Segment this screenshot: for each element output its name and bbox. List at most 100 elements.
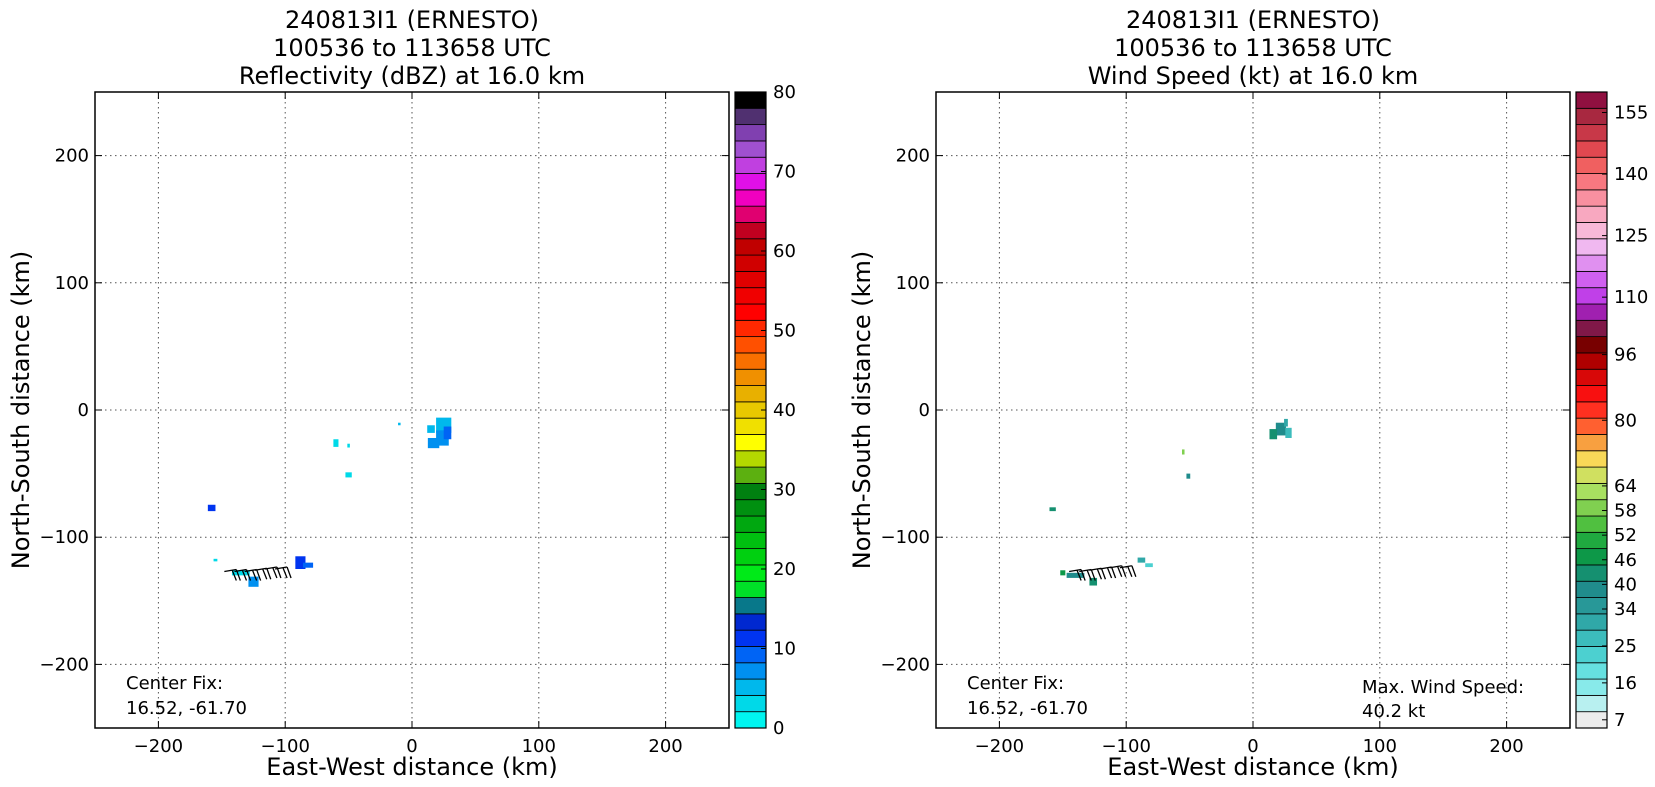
colorbar-segment [734, 466, 767, 484]
colorbar-segment [734, 238, 767, 256]
colorbar-segment [1575, 254, 1608, 272]
x-tick-label: −100 [260, 736, 309, 757]
wind-barb-flag [1090, 569, 1096, 581]
colorbar-segment [734, 173, 767, 191]
data-cell [347, 443, 350, 448]
colorbar-segment [1575, 140, 1608, 158]
y-tick-label: −200 [881, 654, 930, 675]
left-x-axis-label: East-West distance (km) [266, 753, 557, 781]
colorbar-segment [1575, 222, 1608, 240]
colorbar-tick-label: 34 [1614, 599, 1637, 620]
wind-barb-shaft [264, 566, 278, 570]
colorbar-segment [734, 482, 767, 501]
left-colorbar-ticks: 0 10 20 30 40 50 60 70 80 [761, 82, 796, 739]
colorbar-tick-label: 80 [1614, 410, 1637, 431]
left-center-fix-label: Center Fix: [126, 673, 223, 694]
colorbar-segment [734, 434, 767, 452]
right-wind-cells [1049, 418, 1292, 586]
colorbar-tick-label: 80 [773, 82, 796, 103]
right-grid [936, 92, 1570, 728]
right-colorbar [1575, 91, 1608, 729]
wind-barb-flag [1100, 568, 1107, 580]
colorbar-segment [734, 531, 767, 550]
colorbar-segment [734, 140, 767, 158]
colorbar-tick-label: 10 [773, 639, 796, 660]
left-title-line-3: Reflectivity (dBZ) at 16.0 km [239, 62, 585, 90]
colorbar-tick-label: 0 [773, 718, 784, 739]
wind-barb-flag [272, 567, 278, 579]
right-y-ticks: −200 −100 0 100 200 [881, 146, 1570, 675]
colorbar-segment [1575, 107, 1608, 126]
y-tick-label: −200 [40, 654, 89, 675]
colorbar-segment [734, 270, 767, 289]
colorbar-segment [734, 564, 767, 582]
right-y-axis-label: North-South distance (km) [848, 251, 876, 570]
colorbar-segment [734, 303, 767, 321]
colorbar-segment [1575, 319, 1608, 338]
left-reflectivity-cells [207, 417, 452, 587]
wind-barb-flag [1127, 566, 1133, 577]
colorbar-segment [1575, 156, 1608, 174]
colorbar-segment [734, 694, 767, 713]
colorbar-segment [1575, 303, 1608, 321]
colorbar-tick-label: 30 [773, 480, 796, 501]
data-cell [207, 504, 216, 512]
wind-barb-shaft [234, 568, 247, 573]
colorbar-segment [734, 678, 767, 696]
right-panel: 240813I1 (ERNESTO) 100536 to 113658 UTC … [848, 6, 1648, 781]
colorbar-tick-label: 70 [773, 162, 796, 183]
wind-barb-shaft [1109, 565, 1122, 569]
colorbar-segment [1575, 564, 1608, 582]
left-wind-barbs [224, 566, 292, 581]
colorbar-tick-label: 7 [1614, 710, 1625, 731]
wind-barb-flag [241, 570, 248, 581]
wind-barb-flag [1076, 570, 1082, 581]
colorbar-tick-label: 40 [773, 400, 796, 421]
colorbar-segment [734, 499, 767, 517]
x-tick-label: 200 [1489, 736, 1523, 757]
left-y-axis-label: North-South distance (km) [7, 251, 35, 570]
x-tick-label: 100 [1363, 736, 1397, 757]
right-wind-barbs [1069, 565, 1137, 581]
wind-barb-flag [252, 570, 258, 581]
y-tick-label: −100 [881, 527, 930, 548]
colorbar-tick-label: 64 [1614, 476, 1637, 497]
colorbar-segment [1575, 385, 1608, 403]
x-tick-label: −200 [975, 736, 1024, 757]
colorbar-tick-label: 155 [1614, 103, 1648, 124]
left-grid [95, 92, 729, 728]
colorbar-segment [734, 580, 767, 598]
colorbar-tick-label: 140 [1614, 164, 1648, 185]
right-center-fix-label: Center Fix: [967, 673, 1064, 694]
data-cell [1066, 572, 1085, 578]
right-colorbar-ticks: 7 16 25 34 40 46 52 58 64 80 96 110 125 140 155 [1602, 103, 1648, 731]
colorbar-segment [734, 124, 767, 142]
colorbar-segment [734, 597, 767, 615]
colorbar-segment [1575, 548, 1608, 566]
colorbar-segment [1575, 173, 1608, 191]
colorbar-segment [734, 107, 767, 126]
colorbar-tick-label: 50 [773, 321, 796, 342]
wind-barb-flag [262, 569, 268, 580]
colorbar-segment [1575, 238, 1608, 256]
data-cell [1275, 422, 1286, 436]
colorbar-segment [1575, 694, 1608, 713]
colorbar-segment [734, 336, 767, 354]
colorbar-segment [734, 352, 767, 370]
wind-barb-shaft [1099, 566, 1112, 570]
left-panel: 240813I1 (ERNESTO) 100536 to 113658 UTC … [7, 6, 796, 781]
wind-barb-flag [1086, 570, 1092, 581]
colorbar-segment [1575, 287, 1608, 305]
colorbar-tick-label: 96 [1614, 345, 1637, 366]
wind-barb-flag [266, 568, 272, 580]
data-cell [1049, 507, 1056, 512]
colorbar-segment [1575, 189, 1608, 207]
wind-barb-shaft [254, 567, 267, 571]
colorbar-tick-label: 110 [1614, 287, 1648, 308]
left-y-ticks: −200 −100 0 100 200 [40, 146, 729, 675]
colorbar-segment [1575, 124, 1608, 142]
colorbar-segment [734, 189, 767, 207]
data-cell [248, 576, 259, 587]
colorbar-tick-label: 125 [1614, 226, 1648, 247]
